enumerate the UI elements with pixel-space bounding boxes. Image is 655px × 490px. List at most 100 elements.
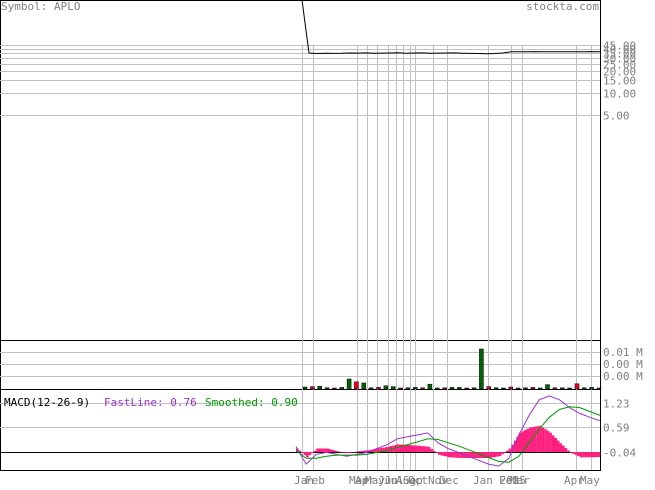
macd-histogram-bar <box>336 451 340 452</box>
macd-histogram-bar <box>491 452 494 458</box>
macd-histogram-bar <box>387 446 390 453</box>
volume-bar <box>383 385 389 390</box>
macd-smoothed-line <box>295 406 601 463</box>
macd-histogram-bar <box>417 445 421 452</box>
macd-histogram-bar <box>498 452 502 457</box>
macd-histogram-bar <box>470 452 474 458</box>
volume-bar <box>427 383 433 390</box>
macd-histogram-bar <box>455 452 459 458</box>
macd-histogram-bar <box>460 452 464 458</box>
macd-histogram-bar <box>323 448 327 452</box>
macd-histogram-bar <box>377 448 380 452</box>
macd-histogram-bar <box>551 435 555 453</box>
x-axis-label: Aug <box>396 474 416 486</box>
macd-histogram-bar <box>306 452 309 458</box>
volume-bar <box>435 387 440 390</box>
macd-histogram-bar <box>529 427 532 453</box>
macd-histogram-bar <box>516 436 519 452</box>
macd-histogram-bar <box>356 451 360 452</box>
volume-bar <box>442 387 447 390</box>
price-tick-label: 45.00 <box>603 40 636 53</box>
volume-bar <box>471 387 477 390</box>
macd-histogram-bar <box>541 427 545 453</box>
volume-bar <box>302 386 308 390</box>
macd-tick-label: 0.59 <box>603 422 630 435</box>
symbol-label: Symbol: APLO <box>1 0 81 13</box>
macd-histogram-bar <box>468 452 471 458</box>
macd-histogram-bar <box>562 445 565 452</box>
x-axis-label: Apr <box>355 474 375 486</box>
volume-bar <box>310 386 315 390</box>
macd-histogram-bar <box>465 452 469 458</box>
macd-histogram-bar <box>399 444 403 452</box>
macd-histogram-bar <box>592 452 595 458</box>
macd-histogram-bar <box>579 452 583 458</box>
macd-histogram-bar <box>437 452 441 455</box>
macd-histogram-bar <box>483 452 487 458</box>
macd-fastline-label: FastLine: 0.76 <box>104 396 197 409</box>
volume-tick-label: 0.00 M <box>603 370 643 383</box>
macd-title: MACD(12-26-9) <box>4 396 91 409</box>
macd-histogram-bar <box>359 451 362 453</box>
macd-histogram-bar <box>531 427 535 452</box>
x-axis-label: Apr <box>564 474 584 486</box>
macd-histogram-bar <box>526 428 530 452</box>
macd-histogram-bar <box>366 450 370 453</box>
macd-histogram-bar <box>384 447 388 452</box>
macd-histogram-bar <box>493 452 497 458</box>
macd-histogram-bar <box>382 447 385 452</box>
macd-histogram-bar <box>301 452 304 453</box>
macd-histogram-bar <box>407 445 411 452</box>
x-axis-label: Jan <box>294 474 314 486</box>
x-axis-label: Jun <box>378 474 398 486</box>
macd-histogram-bar <box>432 450 436 452</box>
macd-histogram-bar <box>569 452 573 453</box>
macd-histogram-bar <box>354 451 357 453</box>
macd-histogram-bar <box>567 450 570 453</box>
volume-bar <box>479 348 484 390</box>
macd-histogram-bar <box>513 440 517 452</box>
volume-bar <box>324 387 330 390</box>
macd-histogram-bar <box>448 452 451 458</box>
macd-histogram-bar <box>536 426 540 453</box>
macd-histogram-bar <box>582 452 585 458</box>
volume-tick-label: 0.00 M <box>603 358 643 371</box>
macd-histogram-bar <box>331 449 335 452</box>
volume-bar <box>390 386 396 390</box>
volume-bar <box>574 383 580 390</box>
macd-histogram-bar <box>473 452 476 458</box>
macd-histogram-bar <box>415 445 418 452</box>
macd-histogram-bar <box>574 452 578 455</box>
macd-tick-label: 1.23 <box>603 398 630 411</box>
x-axis-label: Sep <box>403 474 423 486</box>
macd-histogram-bar <box>313 450 317 452</box>
macd-smoothed-label: Smoothed: 0.90 <box>205 396 298 409</box>
macd-histogram-bar <box>339 451 342 453</box>
x-axis-label: Feb <box>499 474 519 486</box>
volume-bar <box>398 387 403 390</box>
volume-bar <box>523 387 528 390</box>
volume-bar <box>508 386 514 390</box>
macd-histogram-bar <box>341 452 345 453</box>
macd-histogram-bar <box>435 452 438 453</box>
macd-histogram-bar <box>361 450 365 452</box>
macd-histogram-bar <box>372 449 375 452</box>
macd-histogram-bar <box>425 446 428 452</box>
macd-histogram-bar <box>450 452 454 458</box>
price-tick-label: 5.00 <box>603 110 630 123</box>
price-tick-label: 25.00 <box>603 59 636 72</box>
macd-histogram-bar <box>349 452 352 453</box>
macd-histogram-bar <box>394 444 398 452</box>
macd-histogram-bar <box>402 444 405 453</box>
macd-histogram-bar <box>346 452 350 454</box>
macd-histogram-bar <box>298 450 302 452</box>
macd-histogram-bar <box>404 444 408 452</box>
macd-histogram-bar <box>296 448 299 452</box>
macd-histogram-bar <box>321 448 324 452</box>
macd-histogram-bar <box>486 452 489 458</box>
volume-bar <box>339 387 345 390</box>
macd-histogram-bar <box>410 445 413 452</box>
x-axis-label: Mar <box>349 474 369 486</box>
macd-histogram-bar <box>503 452 507 453</box>
